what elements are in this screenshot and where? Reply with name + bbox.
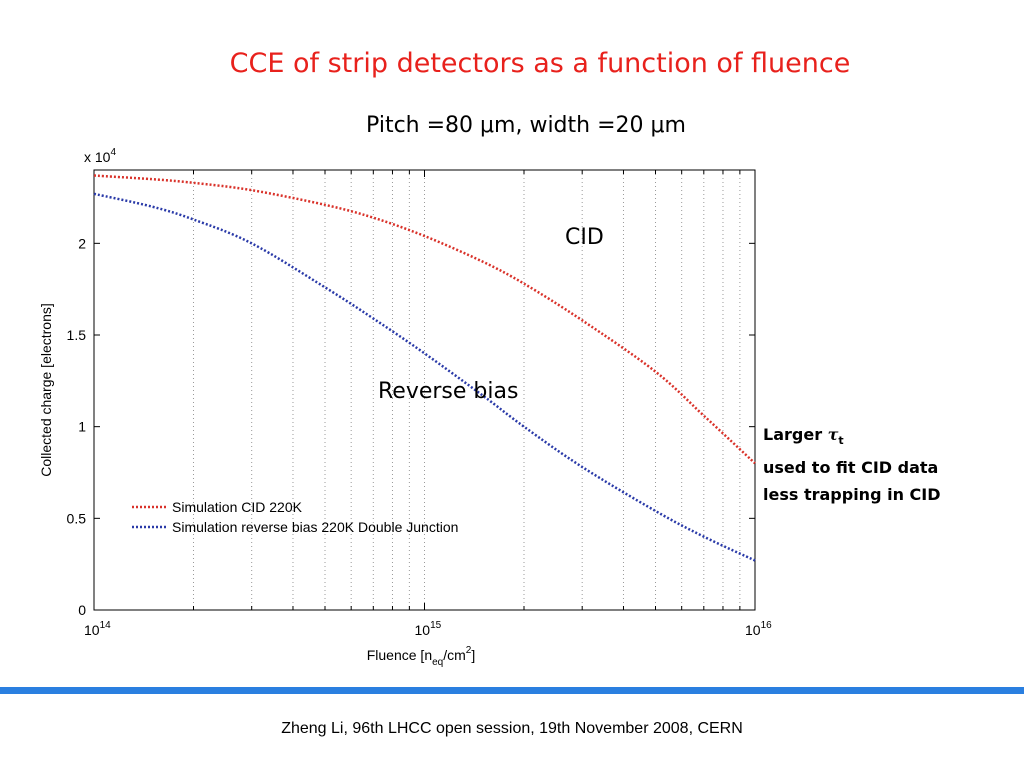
x-tick-base: 10 <box>415 622 431 638</box>
mu-symbol: μ <box>480 113 495 138</box>
x-tick-base: 10 <box>84 622 100 638</box>
note-line-1: Larger τt <box>763 421 941 454</box>
side-note: Larger τt used to fit CID data less trap… <box>763 421 941 508</box>
legend: Simulation CID 220K Simulation reverse b… <box>132 499 458 535</box>
xlabel-sup: 2 <box>466 645 472 656</box>
xlabel-prefix: Fluence [n <box>367 647 432 663</box>
y-tick-label: 1.5 <box>67 327 87 343</box>
note-line-3: less trapping in CID <box>763 485 941 505</box>
note-larger: Larger <box>763 425 828 444</box>
x-tick-label: 1014 <box>84 620 111 638</box>
legend-label-cid: Simulation CID 220K <box>172 499 303 515</box>
x-tick-exp: 15 <box>430 620 442 631</box>
annotation-reverse-bias: Reverse bias <box>378 379 518 404</box>
xlabel-sub: eq <box>432 657 443 668</box>
y-tick-label: 1 <box>78 419 86 435</box>
cce-chart: 1014 1015 1016 00.511.52 x 104 Collected c… <box>38 147 772 668</box>
series-line-cid <box>93 174 756 465</box>
y-tick-label: 2 <box>78 235 86 251</box>
mu-symbol: μ <box>650 113 665 138</box>
y-tick-label: 0.5 <box>67 510 87 526</box>
tau-symbol: τ <box>827 425 839 444</box>
data-series <box>93 174 756 562</box>
legend-label-reverse-bias: Simulation reverse bias 220K Double Junc… <box>172 519 458 535</box>
subtitle-mid: m, width =20 <box>494 113 651 138</box>
grid-lines <box>192 170 741 610</box>
x-tick-exp: 16 <box>761 620 773 631</box>
y-tick-label: 0 <box>78 602 86 618</box>
y-axis-ticks: 0 0.5 1 1.5 2 <box>67 235 755 618</box>
x-tick-label: 1015 <box>415 620 442 638</box>
footer-text: Zheng Li, 96th LHCC open session, 19th N… <box>281 720 743 737</box>
y-multiplier: x 104 <box>84 147 116 165</box>
note-line-2: used to fit CID data <box>763 458 939 478</box>
y-multiplier-base: x 10 <box>84 149 111 165</box>
subtitle-prefix: Pitch =80 <box>366 113 481 138</box>
x-tick-label: 1016 <box>745 620 772 638</box>
tau-subscript: t <box>838 434 844 448</box>
subtitle-suffix: m <box>664 113 686 138</box>
y-multiplier-exp: 4 <box>110 147 116 158</box>
x-tick-exp: 14 <box>100 620 112 631</box>
annotation-cid: CID <box>565 225 604 250</box>
footer-divider <box>0 687 1024 694</box>
slide-subtitle: Pitch =80 μm, width =20 μm <box>0 113 1024 138</box>
x-axis-label: Fluence [neq/cm2] <box>367 645 476 668</box>
x-axis-ticks: 1014 1015 1016 <box>84 170 772 638</box>
slide-title: CCE of strip detectors as a function of … <box>229 48 851 79</box>
xlabel-mid: /cm <box>443 647 466 663</box>
x-tick-base: 10 <box>745 622 761 638</box>
xlabel-suffix: ] <box>471 647 475 663</box>
y-axis-label: Collected charge [electrons] <box>38 303 54 477</box>
